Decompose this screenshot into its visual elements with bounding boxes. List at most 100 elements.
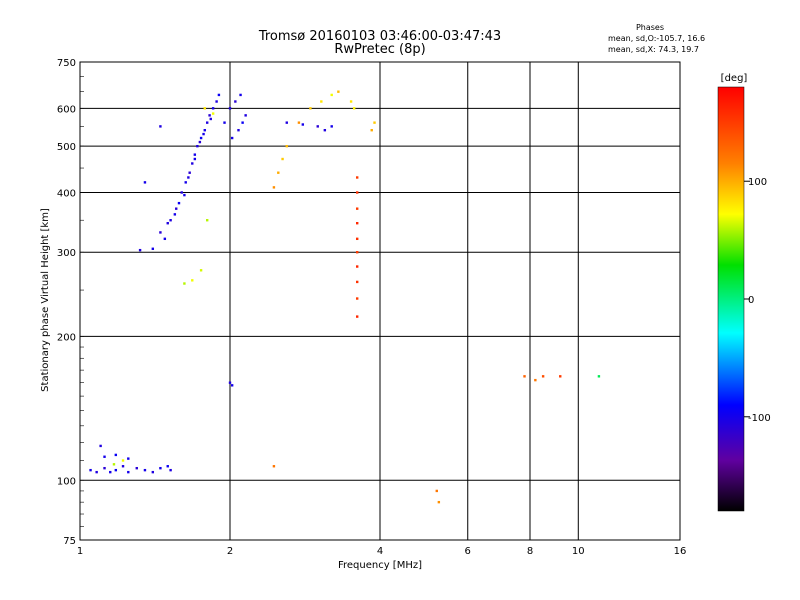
data-point-X — [272, 465, 276, 468]
data-point-O — [121, 465, 125, 468]
data-point-O — [99, 444, 102, 448]
data-point-X — [437, 500, 441, 504]
chart-title: Tromsø 20160103 03:46:00-03:47:43 — [258, 29, 501, 44]
data-point-X — [285, 144, 288, 148]
x-tick-label: 10 — [572, 546, 585, 557]
data-point-X — [320, 100, 323, 103]
data-point-O — [151, 470, 155, 474]
data-point-O — [228, 107, 232, 110]
x-tick-labels: 1 2 4 6 8 10 16 — [77, 546, 687, 557]
data-point-O — [163, 237, 167, 241]
colorbar-tick-label: -100 — [748, 413, 771, 424]
data-point-X — [534, 378, 537, 382]
y-tick-labels: 75 100 200 300 400 500 600 750 — [57, 58, 76, 547]
data-point-X — [309, 107, 312, 110]
data-point-O — [330, 125, 333, 128]
data-point-X — [205, 219, 209, 222]
data-point-O — [323, 128, 327, 132]
data-point-X — [597, 375, 601, 378]
data-point-O — [159, 125, 162, 128]
data-point-O — [135, 466, 138, 470]
x-axis-label: Frequency [MHz] — [338, 560, 422, 571]
data-point-vertical-trace — [355, 315, 359, 318]
data-point-X — [559, 375, 562, 378]
data-point-O — [177, 201, 181, 205]
data-point-O — [191, 162, 194, 165]
data-point-X — [297, 121, 301, 124]
data-point-X — [523, 375, 526, 378]
data-point-O — [103, 466, 106, 470]
data-point-vertical-trace — [355, 251, 359, 254]
grid-lines — [80, 62, 680, 540]
data-point-X — [281, 157, 284, 161]
data-point-O — [95, 470, 98, 474]
data-point-X — [370, 128, 373, 132]
data-point-X — [112, 463, 116, 466]
data-point-X — [373, 121, 376, 124]
chart-subtitle: RwPretec (8p) — [334, 42, 425, 57]
data-point-X — [211, 112, 215, 115]
data-point-O — [89, 468, 92, 472]
y-tick-label: 400 — [57, 188, 76, 199]
data-point-O — [202, 132, 205, 136]
data-point-O — [301, 123, 305, 126]
colorbar — [717, 86, 745, 512]
data-point-O — [208, 114, 211, 117]
x-tick-label: 2 — [227, 546, 233, 557]
data-point-X — [349, 100, 353, 103]
y-tick-label: 200 — [57, 332, 76, 343]
data-point-X — [272, 186, 276, 189]
data-point-O — [241, 121, 244, 124]
data-point-O — [184, 181, 187, 184]
data-point-O — [103, 455, 106, 458]
data-point-O — [159, 466, 162, 470]
data-point-O — [127, 470, 130, 474]
data-point-O — [166, 222, 169, 225]
data-point-vertical-trace — [355, 207, 359, 210]
legend-box: Phases mean, sd,O:-105.7, 16.6 mean, sd,… — [608, 23, 705, 54]
data-point-O — [114, 453, 118, 457]
data-point-O — [234, 100, 237, 103]
data-point-X — [352, 107, 356, 110]
x-tick-label: 4 — [377, 546, 383, 557]
data-point-O — [193, 153, 197, 156]
y-tick-label: 75 — [63, 536, 76, 547]
y-tick-label: 500 — [57, 142, 76, 153]
data-point-O — [316, 125, 319, 128]
legend-line-x: mean, sd,X: 74.3, 19.7 — [608, 45, 699, 54]
data-point-O — [143, 468, 147, 472]
legend-title: Phases — [636, 23, 664, 32]
data-point-X — [435, 489, 438, 493]
data-point-O — [173, 213, 177, 216]
data-point-vertical-trace — [355, 176, 359, 179]
y-tick-label: 600 — [57, 104, 76, 115]
x-tick-label: 8 — [527, 546, 533, 557]
data-point-vertical-trace — [355, 297, 359, 300]
data-point-O — [169, 468, 172, 472]
data-point-O — [215, 100, 218, 103]
colorbar-tick-label: 100 — [748, 177, 767, 188]
data-point-O — [143, 181, 147, 184]
y-axis-label: Stationary phase Virtual Height [km] — [40, 208, 51, 392]
data-point-O — [198, 140, 202, 144]
data-point-O — [217, 93, 221, 97]
data-point-O — [203, 128, 206, 132]
data-point-O — [239, 93, 242, 97]
data-point-vertical-trace — [355, 191, 359, 194]
colorbar-label: [deg] — [721, 73, 748, 84]
data-point-O — [237, 128, 240, 132]
data-point-O — [285, 121, 288, 124]
data-point-X — [337, 90, 340, 93]
data-point-O — [196, 144, 199, 148]
data-point-O — [211, 107, 215, 110]
data-point-O — [159, 231, 162, 234]
y-tick-label: 100 — [57, 476, 76, 487]
data-point-O — [180, 191, 183, 194]
data-point-O — [193, 157, 197, 161]
x-tick-label: 6 — [465, 546, 471, 557]
data-point-O — [109, 470, 112, 474]
x-tick-label: 1 — [77, 546, 83, 557]
data-points — [89, 90, 601, 504]
data-point-vertical-trace — [355, 237, 359, 241]
data-point-vertical-trace — [355, 222, 359, 225]
